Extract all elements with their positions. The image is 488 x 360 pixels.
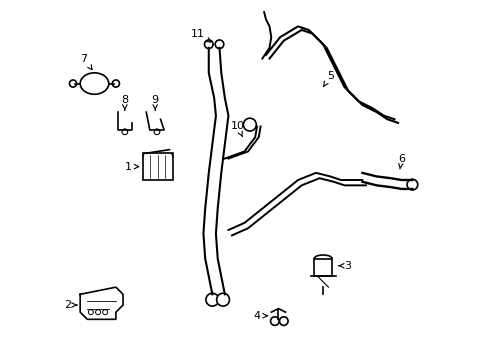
FancyBboxPatch shape [313, 258, 331, 276]
Text: 5: 5 [323, 71, 333, 87]
Circle shape [205, 293, 218, 306]
Circle shape [204, 40, 213, 49]
Text: 6: 6 [397, 154, 405, 169]
Text: 9: 9 [151, 95, 159, 110]
Text: 4: 4 [253, 311, 267, 321]
Circle shape [69, 80, 77, 87]
Circle shape [243, 118, 256, 131]
Text: 3: 3 [338, 261, 351, 271]
Circle shape [112, 80, 119, 87]
Circle shape [406, 179, 417, 190]
Circle shape [122, 129, 127, 135]
Text: 10: 10 [230, 121, 244, 137]
Text: 2: 2 [64, 300, 77, 310]
Text: 1: 1 [124, 162, 139, 172]
Text: 8: 8 [121, 95, 128, 110]
Text: 11: 11 [191, 28, 210, 42]
Circle shape [215, 40, 224, 49]
Circle shape [216, 293, 229, 306]
Ellipse shape [313, 255, 331, 262]
Circle shape [270, 317, 279, 325]
Circle shape [154, 129, 160, 135]
Text: 7: 7 [80, 54, 92, 69]
Ellipse shape [80, 73, 108, 94]
FancyBboxPatch shape [142, 153, 173, 180]
Circle shape [279, 317, 287, 325]
